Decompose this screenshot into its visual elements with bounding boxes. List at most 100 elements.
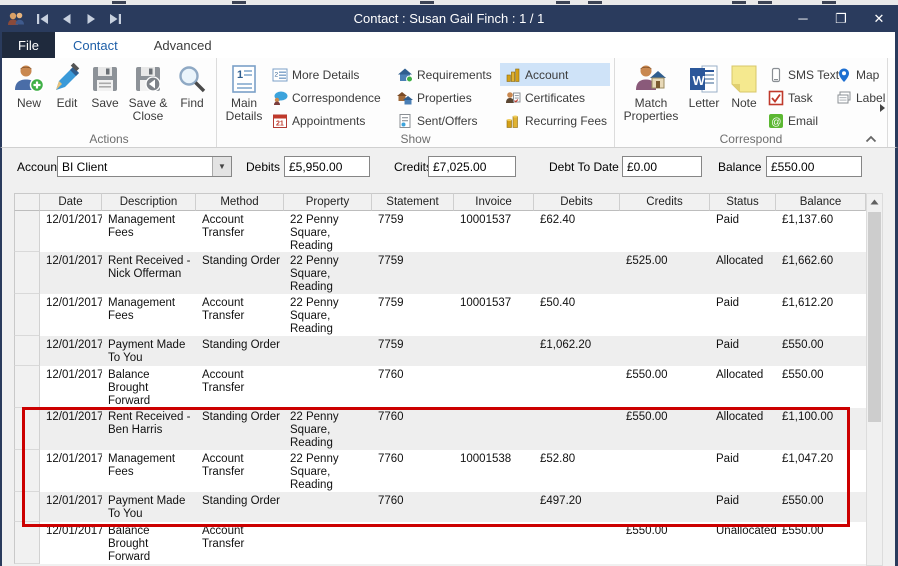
- column-header-statement[interactable]: Statement: [372, 193, 454, 211]
- ribbon-group-correspond: Match Properties W Letter: [615, 58, 888, 147]
- tab-file[interactable]: File: [2, 32, 55, 58]
- label-button[interactable]: Label: [831, 86, 883, 109]
- column-header-status[interactable]: Status: [710, 193, 776, 211]
- map-button[interactable]: Map: [831, 63, 883, 86]
- dropdown-arrow-icon[interactable]: ▼: [212, 157, 231, 176]
- balance-label: Balance: [718, 160, 761, 174]
- cell-credits: [620, 294, 710, 336]
- cell-date: 12/01/2017: [40, 522, 102, 564]
- recurring-fees-button[interactable]: Recurring Fees: [500, 109, 610, 132]
- edit-pencil-icon: [51, 63, 83, 95]
- save-button[interactable]: Save: [86, 61, 124, 133]
- table-row[interactable]: 12/01/2017Rent Received - Nick OffermanS…: [14, 252, 866, 294]
- match-properties-icon: [635, 63, 667, 95]
- more-details-button[interactable]: 2 More Details: [267, 63, 392, 86]
- requirements-button[interactable]: Requirements: [392, 63, 500, 86]
- tab-contact[interactable]: Contact: [55, 32, 136, 58]
- column-header-description[interactable]: Description: [102, 193, 196, 211]
- sms-text-button[interactable]: SMS Text: [763, 63, 831, 86]
- column-header-balance[interactable]: Balance: [776, 193, 866, 211]
- svg-text:W: W: [693, 73, 706, 88]
- ribbon-group-show: 1 Main Details 2: [217, 58, 615, 147]
- tab-advanced[interactable]: Advanced: [136, 32, 230, 58]
- debt-to-date-field[interactable]: £0.00: [622, 156, 702, 177]
- table-row[interactable]: 12/01/2017Balance Brought ForwardAccount…: [14, 366, 866, 408]
- table-row[interactable]: 12/01/2017Payment Made To YouStanding Or…: [14, 336, 866, 366]
- bg-text-fragment: [588, 1, 602, 4]
- column-header-invoice[interactable]: Invoice: [454, 193, 534, 211]
- sent-offers-button[interactable]: Sent/Offers: [392, 109, 500, 132]
- row-header-stub[interactable]: [14, 211, 40, 252]
- group-label-correspond: Correspond: [615, 132, 887, 146]
- table-row[interactable]: 12/01/2017Management FeesAccount Transfe…: [14, 294, 866, 336]
- column-header-credits[interactable]: Credits: [620, 193, 710, 211]
- balance-field[interactable]: £550.00: [766, 156, 862, 177]
- appointments-button[interactable]: 21 Appointments: [267, 109, 392, 132]
- close-button[interactable]: ✕: [860, 5, 898, 32]
- email-button[interactable]: @ Email: [763, 109, 831, 132]
- account-select-value: BI Client: [62, 160, 107, 174]
- maximize-button[interactable]: ❐: [822, 5, 860, 32]
- credits-field[interactable]: £7,025.00: [428, 156, 516, 177]
- new-button[interactable]: New: [10, 61, 48, 133]
- vertical-scrollbar[interactable]: [866, 193, 883, 566]
- account-select[interactable]: BI Client ▼: [57, 156, 232, 177]
- row-header-stub[interactable]: [14, 294, 40, 336]
- highlight-rectangle: [22, 407, 850, 527]
- row-header-stub[interactable]: [14, 366, 40, 408]
- column-header-property[interactable]: Property: [284, 193, 372, 211]
- debits-field[interactable]: £5,950.00: [284, 156, 370, 177]
- cell-statement: 7759: [372, 294, 454, 336]
- save-and-close-button[interactable]: Save & Close: [124, 61, 172, 133]
- ribbon-collapse-chevron-icon[interactable]: [865, 130, 877, 148]
- cell-property: [284, 366, 372, 408]
- column-header-debits[interactable]: Debits: [534, 193, 620, 211]
- cell-property: [284, 336, 372, 366]
- cell-invoice: [454, 336, 534, 366]
- cell-method: Account Transfer: [196, 294, 284, 336]
- minimize-button[interactable]: ─: [784, 5, 822, 32]
- cell-invoice: 10001537: [454, 294, 534, 336]
- cell-status: Paid: [710, 336, 776, 366]
- cell-property: 22 Penny Square, Reading (2929): [284, 252, 372, 294]
- correspondence-button[interactable]: Correspondence: [267, 86, 392, 109]
- note-button[interactable]: Note: [725, 61, 763, 132]
- ribbon-overflow-arrow-icon[interactable]: [879, 100, 886, 118]
- sticky-note-icon: [728, 63, 760, 95]
- edit-button[interactable]: Edit: [48, 61, 86, 133]
- header-stub: [14, 193, 40, 211]
- scroll-up-arrow-icon[interactable]: [867, 194, 882, 210]
- task-button[interactable]: Task: [763, 86, 831, 109]
- row-header-stub[interactable]: [14, 336, 40, 366]
- row-header-stub[interactable]: [14, 252, 40, 294]
- column-header-date[interactable]: Date: [40, 193, 102, 211]
- appointments-calendar-icon: 21: [272, 113, 288, 129]
- find-button[interactable]: Find: [172, 61, 212, 133]
- window-title: Contact : Susan Gail Finch : 1 / 1: [0, 11, 898, 26]
- scrollbar-thumb[interactable]: [868, 212, 881, 422]
- save-icon: [89, 63, 121, 95]
- row-header-stub[interactable]: [14, 522, 40, 564]
- cell-status: Allocated: [710, 366, 776, 408]
- cell-description: Rent Received - Nick Offerman: [102, 252, 196, 294]
- letter-button[interactable]: W Letter: [683, 61, 725, 132]
- ribbon: New Edit: [0, 58, 898, 148]
- cell-balance: £1,662.60: [776, 252, 866, 294]
- table-row[interactable]: 12/01/2017Management FeesAccount Transfe…: [14, 211, 866, 252]
- svg-text:21: 21: [276, 120, 284, 127]
- cell-status: Allocated: [710, 252, 776, 294]
- debt-to-date-label: Debt To Date: [549, 160, 619, 174]
- table-row[interactable]: 12/01/2017Balance Brought ForwardAccount…: [14, 522, 866, 564]
- bg-text-fragment: [732, 1, 746, 4]
- certificates-button[interactable]: Certificates: [500, 86, 610, 109]
- cell-invoice: [454, 366, 534, 408]
- credits-label: Credits: [394, 160, 432, 174]
- cell-method: Standing Order: [196, 336, 284, 366]
- main-details-button[interactable]: 1 Main Details: [221, 61, 267, 132]
- column-header-method[interactable]: Method: [196, 193, 284, 211]
- account-button[interactable]: Account: [500, 63, 610, 86]
- bg-text-fragment: [758, 1, 772, 4]
- properties-button[interactable]: Properties: [392, 86, 500, 109]
- cell-status: Paid: [710, 294, 776, 336]
- match-properties-button[interactable]: Match Properties: [619, 61, 683, 132]
